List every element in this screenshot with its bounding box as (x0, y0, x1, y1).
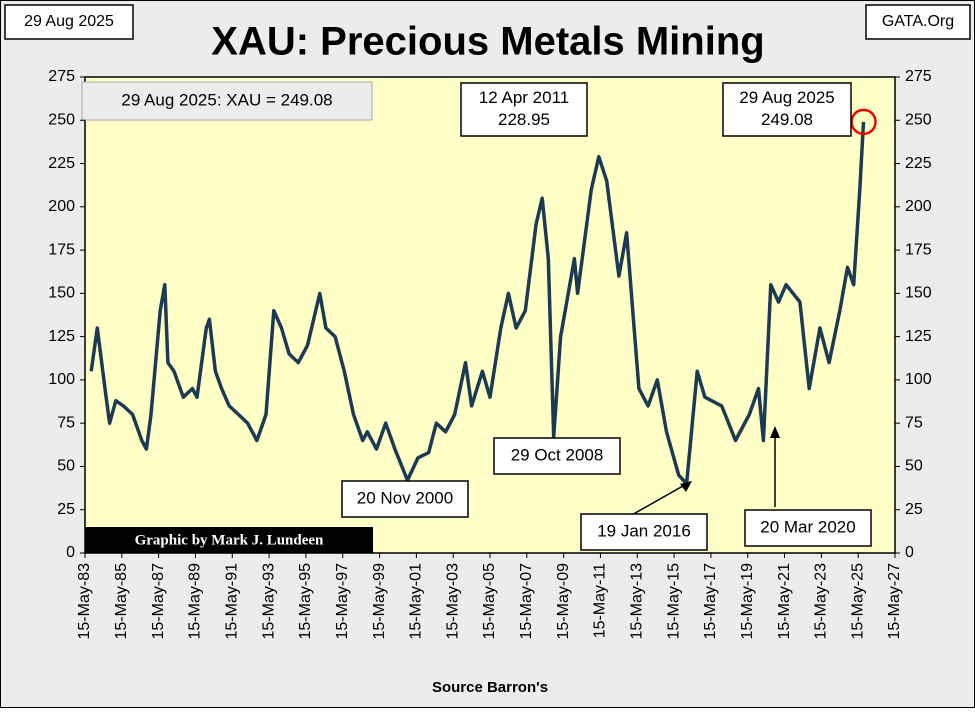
series-line (89, 121, 866, 486)
y-tick-label: 50 (57, 458, 75, 475)
y-tick-label: 275 (48, 68, 75, 85)
info-box (81, 81, 373, 121)
plot-area (84, 76, 896, 554)
x-tick-label: 15-May-09 (555, 563, 572, 640)
x-tick-label: 15-May-85 (113, 563, 130, 640)
y2-tick-label: 225 (905, 155, 932, 172)
x-tick-label: 15-May-05 (481, 563, 498, 640)
x-axis-label: Source Barron's (432, 679, 548, 696)
y2-tick-label: 250 (905, 111, 932, 128)
date-box (4, 4, 134, 40)
x-tick-label: 15-May-21 (776, 563, 793, 640)
y-tick-label: 125 (48, 328, 75, 345)
x-tick-label: 15-May-93 (260, 563, 277, 640)
arrowhead (770, 426, 780, 438)
y2-tick-label: 150 (905, 285, 932, 302)
x-tick-label: 15-May-97 (334, 563, 351, 640)
x-tick-label: 15-May-91 (223, 563, 240, 640)
annotation-text: 20 Nov 2000 (357, 488, 453, 507)
x-tick-label: 15-May-19 (739, 563, 756, 640)
x-tick-label: 15-May-17 (702, 563, 719, 640)
x-tick-label: 15-May-27 (886, 563, 903, 640)
annotation-box (580, 513, 708, 551)
x-tick-label: 15-May-11 (592, 563, 609, 638)
y-tick-label: 200 (48, 198, 75, 215)
x-tick-label: 15-May-87 (150, 563, 167, 640)
x-tick-label: 15-May-07 (518, 563, 535, 640)
annotation-box (493, 437, 621, 475)
y-tick-label: 75 (57, 414, 75, 431)
header-date: 29 Aug 2025 (24, 13, 114, 30)
y2-tick-label: 50 (905, 458, 923, 475)
x-tick-label: 15-May-01 (408, 563, 425, 640)
y2-tick-label: 0 (905, 544, 914, 561)
info-text: 29 Aug 2025: XAU = 249.08 (121, 90, 332, 109)
annotation-text: 249.08 (761, 110, 813, 129)
annotation-box (722, 82, 852, 137)
x-tick-label: 15-May-13 (629, 563, 646, 640)
y-tick-label: 0 (66, 544, 75, 561)
y-tick-label: 225 (48, 155, 75, 172)
x-tick-label: 15-May-89 (187, 563, 204, 640)
annotation-box (460, 82, 588, 137)
arrowhead (680, 481, 692, 492)
y2-tick-label: 275 (905, 68, 932, 85)
y2-tick-label: 200 (905, 198, 932, 215)
y2-tick-label: 175 (905, 241, 932, 258)
y-tick-label: 150 (48, 285, 75, 302)
x-tick-label: 15-May-83 (76, 563, 93, 640)
y-tick-label: 175 (48, 241, 75, 258)
y-tick-label: 250 (48, 111, 75, 128)
y-tick-label: 25 (57, 501, 75, 518)
x-tick-label: 15-May-25 (849, 563, 866, 640)
x-tick-label: 15-May-95 (297, 563, 314, 640)
credit-box (85, 527, 373, 553)
y2-tick-label: 75 (905, 414, 923, 431)
arrow (629, 481, 691, 517)
y2-tick-label: 125 (905, 328, 932, 345)
credit: Graphic by Mark J. Lundeen (135, 532, 324, 548)
annotation-box (341, 480, 469, 518)
header-site: GATA.Org (882, 13, 954, 30)
x-tick-label: 15-May-15 (665, 563, 682, 640)
chart-title: XAU: Precious Metals Mining (211, 20, 764, 64)
annotation-text: 19 Jan 2016 (597, 521, 691, 540)
annotation-box (744, 509, 872, 547)
x-tick-label: 15-May-23 (813, 563, 830, 640)
site-box (865, 4, 971, 40)
y2-tick-label: 25 (905, 501, 923, 518)
annotation-text: 29 Aug 2025 (739, 88, 834, 107)
annotation-text: 228.95 (498, 110, 550, 129)
annotation-text: 20 Mar 2020 (760, 517, 855, 536)
x-tick-label: 15-May-03 (444, 563, 461, 640)
annotation-text: 29 Oct 2008 (511, 445, 604, 464)
y-tick-label: 100 (48, 371, 75, 388)
y2-tick-label: 100 (905, 371, 932, 388)
x-tick-label: 15-May-99 (371, 563, 388, 640)
annotation-text: 12 Apr 2011 (479, 88, 569, 107)
